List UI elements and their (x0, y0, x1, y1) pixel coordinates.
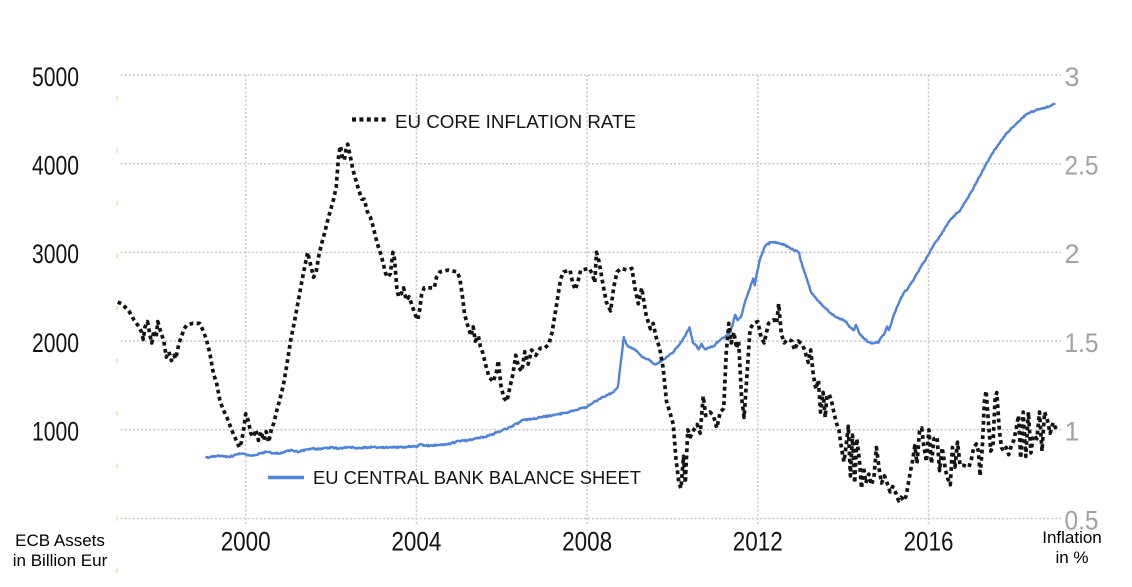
svg-text:2012: 2012 (733, 526, 783, 556)
svg-text:4000: 4000 (32, 151, 79, 181)
svg-text:2: 2 (1065, 239, 1080, 269)
svg-text:1.5: 1.5 (1065, 328, 1099, 358)
svg-text:3000: 3000 (32, 239, 79, 269)
svg-text:EU CORE INFLATION RATE: EU CORE INFLATION RATE (395, 111, 636, 132)
svg-text:ECB Assets: ECB Assets (15, 531, 105, 550)
svg-text:2000: 2000 (32, 328, 79, 358)
svg-text:2016: 2016 (904, 526, 954, 556)
svg-text:2000: 2000 (221, 526, 271, 556)
svg-text:0.5: 0.5 (1065, 505, 1099, 535)
svg-text:1000: 1000 (32, 417, 79, 447)
svg-text:2008: 2008 (562, 526, 612, 556)
svg-text:2.5: 2.5 (1065, 151, 1099, 181)
svg-text:2004: 2004 (391, 526, 441, 556)
svg-text:5000: 5000 (32, 62, 79, 92)
svg-text:3: 3 (1065, 62, 1080, 92)
svg-text:Inflation: Inflation (1042, 528, 1102, 547)
svg-text:in Billion Eur: in Billion Eur (13, 551, 108, 570)
svg-text:1: 1 (1065, 417, 1080, 447)
svg-text:in %: in % (1055, 548, 1088, 567)
svg-text:EU CENTRAL BANK BALANCE SHEET: EU CENTRAL BANK BALANCE SHEET (313, 467, 641, 488)
